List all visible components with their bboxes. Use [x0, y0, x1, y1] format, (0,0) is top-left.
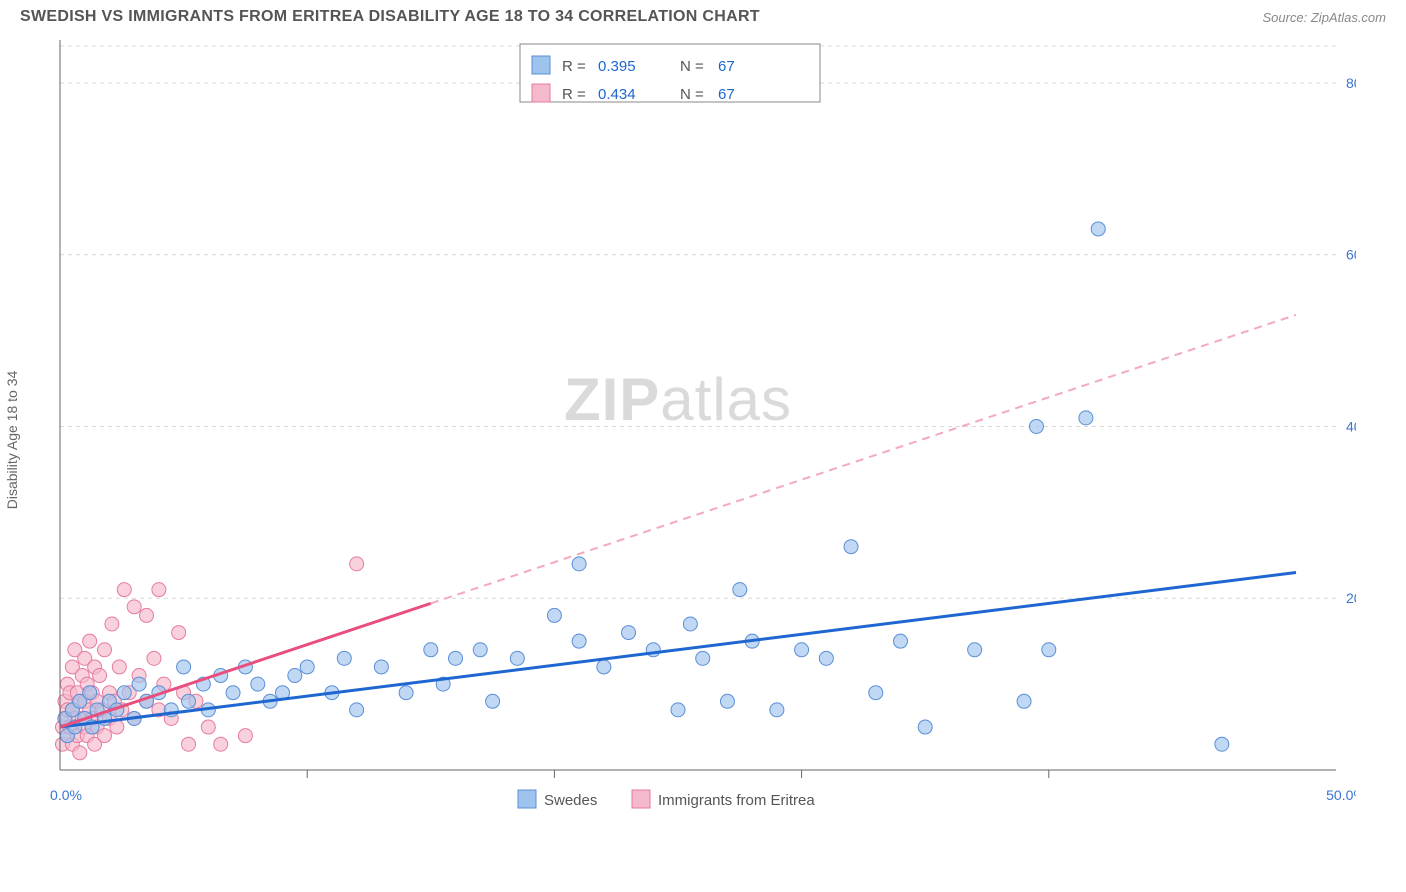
data-point: [350, 557, 364, 571]
legend-n-value: 67: [718, 58, 735, 75]
data-point: [112, 660, 126, 674]
watermark: ZIPatlas: [564, 366, 792, 433]
legend-r-value: 0.434: [598, 86, 636, 103]
data-point: [177, 660, 191, 674]
data-point: [869, 686, 883, 700]
data-point: [132, 677, 146, 691]
data-point: [795, 643, 809, 657]
trend-line-extrapolated: [431, 315, 1296, 604]
data-point: [140, 608, 154, 622]
data-point: [683, 617, 697, 631]
data-point: [968, 643, 982, 657]
data-point: [93, 669, 107, 683]
data-point: [1042, 643, 1056, 657]
data-point: [97, 729, 111, 743]
data-point: [238, 729, 252, 743]
chart-container: Disability Age 18 to 34 20.0%40.0%60.0%8…: [50, 30, 1386, 850]
data-point: [720, 694, 734, 708]
data-point: [893, 634, 907, 648]
scatter-plot: 20.0% 40.0% 60.0% 80.0% ZIPatlas 0.0% 50.0% R =…: [50, 30, 1356, 850]
data-point: [671, 703, 685, 717]
data-point: [73, 746, 87, 760]
y-axis-label: Disability Age 18 to 34: [4, 371, 20, 510]
y-tick-label: 80.0%: [1346, 75, 1356, 91]
x-tick-label: 50.0%: [1326, 787, 1356, 803]
data-point: [117, 686, 131, 700]
data-point: [83, 686, 97, 700]
data-point: [201, 720, 215, 734]
data-point: [147, 651, 161, 665]
data-point: [251, 677, 265, 691]
legend-swatch: [518, 790, 536, 808]
legend-n-label: N =: [680, 58, 704, 75]
legend-n-value: 67: [718, 86, 735, 103]
legend-r-value: 0.395: [598, 58, 636, 75]
data-point: [449, 651, 463, 665]
data-point: [105, 617, 119, 631]
data-point: [1017, 694, 1031, 708]
y-tick-label: 40.0%: [1346, 418, 1356, 434]
data-point: [399, 686, 413, 700]
legend-swatch: [532, 56, 550, 74]
legend-swatch: [632, 790, 650, 808]
data-point: [844, 540, 858, 554]
chart-title: SWEDISH VS IMMIGRANTS FROM ERITREA DISAB…: [20, 8, 760, 26]
data-point: [572, 634, 586, 648]
data-point: [117, 583, 131, 597]
data-point: [337, 651, 351, 665]
data-point: [152, 583, 166, 597]
data-point: [214, 737, 228, 751]
source-name: ZipAtlas.com: [1311, 10, 1386, 25]
y-tick-label: 20.0%: [1346, 590, 1356, 606]
data-point: [97, 643, 111, 657]
data-point: [1091, 222, 1105, 236]
source-attribution: Source: ZipAtlas.com: [1262, 10, 1386, 25]
data-point: [226, 686, 240, 700]
data-point: [127, 600, 141, 614]
y-tick-label: 60.0%: [1346, 247, 1356, 263]
data-point: [622, 626, 636, 640]
data-point: [172, 626, 186, 640]
data-point: [918, 720, 932, 734]
data-point: [1029, 419, 1043, 433]
data-point: [733, 583, 747, 597]
legend-series-label: Swedes: [544, 792, 597, 809]
data-point: [572, 557, 586, 571]
data-point: [473, 643, 487, 657]
data-point: [770, 703, 784, 717]
data-point: [110, 720, 124, 734]
data-point: [182, 737, 196, 751]
legend-r-label: R =: [562, 58, 586, 75]
data-point: [424, 643, 438, 657]
data-point: [819, 651, 833, 665]
data-point: [597, 660, 611, 674]
legend-n-label: N =: [680, 86, 704, 103]
data-point: [547, 608, 561, 622]
data-point: [486, 694, 500, 708]
data-point: [182, 694, 196, 708]
legend-r-label: R =: [562, 86, 586, 103]
data-point: [288, 669, 302, 683]
data-point: [696, 651, 710, 665]
data-point: [350, 703, 364, 717]
data-point: [1215, 737, 1229, 751]
data-point: [510, 651, 524, 665]
x-tick-label: 0.0%: [50, 787, 82, 803]
data-point: [300, 660, 314, 674]
data-point: [374, 660, 388, 674]
legend-series-label: Immigrants from Eritrea: [658, 792, 815, 809]
source-prefix: Source:: [1262, 10, 1310, 25]
data-point: [1079, 411, 1093, 425]
data-point: [83, 634, 97, 648]
legend-swatch: [532, 84, 550, 102]
